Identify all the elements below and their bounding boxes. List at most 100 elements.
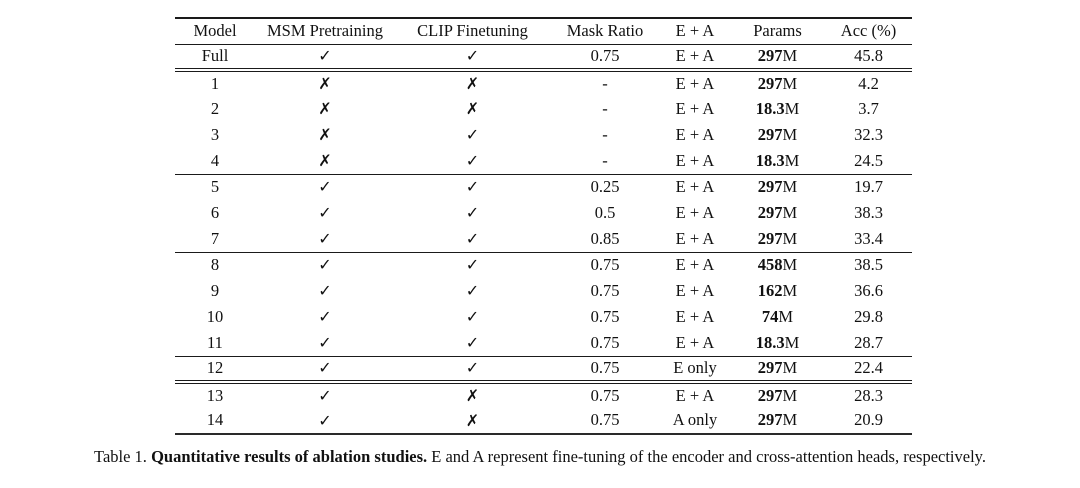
- table-row: 6 ✓ ✓ 0.5 E + A 297M 38.3: [175, 200, 912, 226]
- cell-ea: E + A: [675, 385, 715, 405]
- cell-msm: ✓: [318, 307, 332, 327]
- cell-model: 13: [206, 385, 224, 405]
- col-header-acc: Acc (%): [840, 21, 897, 41]
- cell-ea: E + A: [675, 124, 715, 144]
- cell-params: 297M: [757, 46, 798, 66]
- table-caption: Table 1. Quantitative results of ablatio…: [0, 447, 1080, 467]
- table-row: 11 ✓ ✓ 0.75 E + A 18.3M 28.7: [175, 330, 912, 356]
- cell-msm: ✗: [318, 99, 332, 119]
- cell-model: 2: [210, 98, 220, 118]
- cell-clip: ✓: [465, 255, 480, 275]
- cell-model: 12: [206, 358, 224, 378]
- cell-clip: ✓: [465, 203, 480, 223]
- cell-mask: 0.75: [590, 46, 620, 66]
- col-header-model: Model: [193, 21, 237, 41]
- cell-acc: 29.8: [854, 306, 883, 326]
- header-row: Model MSM Pretraining CLIP Finetuning Ma…: [175, 18, 912, 44]
- cell-clip: ✓: [465, 332, 480, 352]
- cell-clip: ✗: [465, 74, 480, 94]
- cell-model: 1: [210, 73, 220, 93]
- cell-model: 9: [210, 280, 220, 300]
- cell-ea: E + A: [675, 280, 715, 300]
- cell-ea: E + A: [675, 98, 715, 118]
- cell-acc: 22.4: [854, 358, 883, 378]
- cell-msm: ✓: [318, 46, 332, 66]
- cell-model: Full: [201, 46, 229, 66]
- cell-acc: 38.3: [854, 202, 883, 222]
- cell-model: 7: [210, 228, 220, 248]
- cell-mask: 0.75: [590, 385, 620, 405]
- cell-acc: 24.5: [854, 150, 883, 170]
- table-row: 7 ✓ ✓ 0.85 E + A 297M 33.4: [175, 226, 912, 252]
- cell-acc: 3.7: [858, 98, 879, 118]
- cell-clip: ✓: [465, 228, 480, 248]
- table-row: 9 ✓ ✓ 0.75 E + A 162M 36.6: [175, 278, 912, 304]
- cell-params: 297M: [757, 124, 798, 144]
- cell-ea: E + A: [675, 228, 715, 248]
- cell-msm: ✗: [318, 125, 332, 145]
- cell-mask: 0.5: [594, 202, 616, 222]
- cell-model: 10: [206, 306, 224, 326]
- table-row: 13 ✓ ✗ 0.75 E + A 297M 28.3: [175, 382, 912, 408]
- cell-acc: 45.8: [854, 46, 883, 66]
- cell-clip: ✓: [465, 177, 480, 197]
- cell-msm: ✓: [318, 255, 332, 275]
- cell-mask: 0.75: [590, 410, 620, 430]
- table-row: 14 ✓ ✗ 0.75 A only 297M 20.9: [175, 408, 912, 434]
- cell-ea: E + A: [675, 46, 715, 66]
- cell-ea: E + A: [675, 73, 715, 93]
- cell-model: 4: [210, 150, 220, 170]
- table-row: 4 ✗ ✓ - E + A 18.3M 24.5: [175, 148, 912, 174]
- cell-params: 297M: [757, 358, 798, 378]
- cell-msm: ✗: [318, 74, 332, 94]
- cell-mask: 0.75: [590, 280, 620, 300]
- cell-params: 18.3M: [755, 150, 800, 170]
- col-header-ea: E + A: [675, 21, 715, 41]
- col-header-params: Params: [753, 21, 802, 41]
- cell-params: 297M: [757, 385, 798, 405]
- cell-msm: ✓: [318, 177, 332, 197]
- cell-mask: 0.75: [590, 306, 620, 326]
- cell-params: 297M: [757, 73, 798, 93]
- cell-ea: A only: [672, 410, 718, 430]
- cell-ea: E only: [673, 358, 717, 378]
- cell-params: 297M: [757, 202, 798, 222]
- cell-clip: ✓: [465, 307, 480, 327]
- cell-acc: 33.4: [854, 228, 883, 248]
- cell-mask: -: [602, 124, 608, 144]
- table-header: Model MSM Pretraining CLIP Finetuning Ma…: [175, 18, 912, 44]
- cell-acc: 28.3: [854, 385, 883, 405]
- cell-msm: ✓: [318, 228, 332, 248]
- cell-mask: 0.75: [590, 332, 620, 352]
- cell-acc: 20.9: [854, 410, 883, 430]
- cell-clip: ✗: [465, 410, 480, 430]
- cell-msm: ✓: [318, 203, 332, 223]
- cell-params: 297M: [757, 228, 798, 248]
- cell-params: 297M: [757, 177, 798, 197]
- cell-model: 6: [210, 202, 220, 222]
- cell-mask: 0.85: [590, 228, 620, 248]
- cell-msm: ✓: [318, 386, 332, 406]
- col-header-mask: Mask Ratio: [566, 21, 644, 41]
- cell-msm: ✓: [318, 332, 332, 352]
- table-body: Full ✓ ✓ 0.75 E + A 297M 45.8 1 ✗ ✗ - E + A 297M 4.2 2…: [175, 44, 912, 434]
- cell-ea: E + A: [675, 306, 715, 326]
- table-row: 1 ✗ ✗ - E + A 297M 4.2: [175, 70, 912, 96]
- caption-text: E and A represent fine-tuning of the enc…: [431, 447, 986, 466]
- ablation-table: Model MSM Pretraining CLIP Finetuning Ma…: [175, 17, 912, 435]
- cell-params: 18.3M: [755, 98, 800, 118]
- cell-mask: -: [602, 150, 608, 170]
- table-row: 2 ✗ ✗ - E + A 18.3M 3.7: [175, 96, 912, 122]
- cell-clip: ✓: [465, 281, 480, 301]
- table-row: 12 ✓ ✓ 0.75 E only 297M 22.4: [175, 356, 912, 382]
- cell-ea: E + A: [675, 332, 715, 352]
- cell-clip: ✗: [465, 99, 480, 119]
- cell-ea: E + A: [675, 150, 715, 170]
- table-row: Full ✓ ✓ 0.75 E + A 297M 45.8: [175, 44, 912, 70]
- cell-acc: 36.6: [854, 280, 883, 300]
- cell-mask: 0.75: [590, 358, 620, 378]
- cell-clip: ✓: [465, 125, 480, 145]
- cell-model: 3: [210, 124, 220, 144]
- cell-params: 297M: [757, 410, 798, 430]
